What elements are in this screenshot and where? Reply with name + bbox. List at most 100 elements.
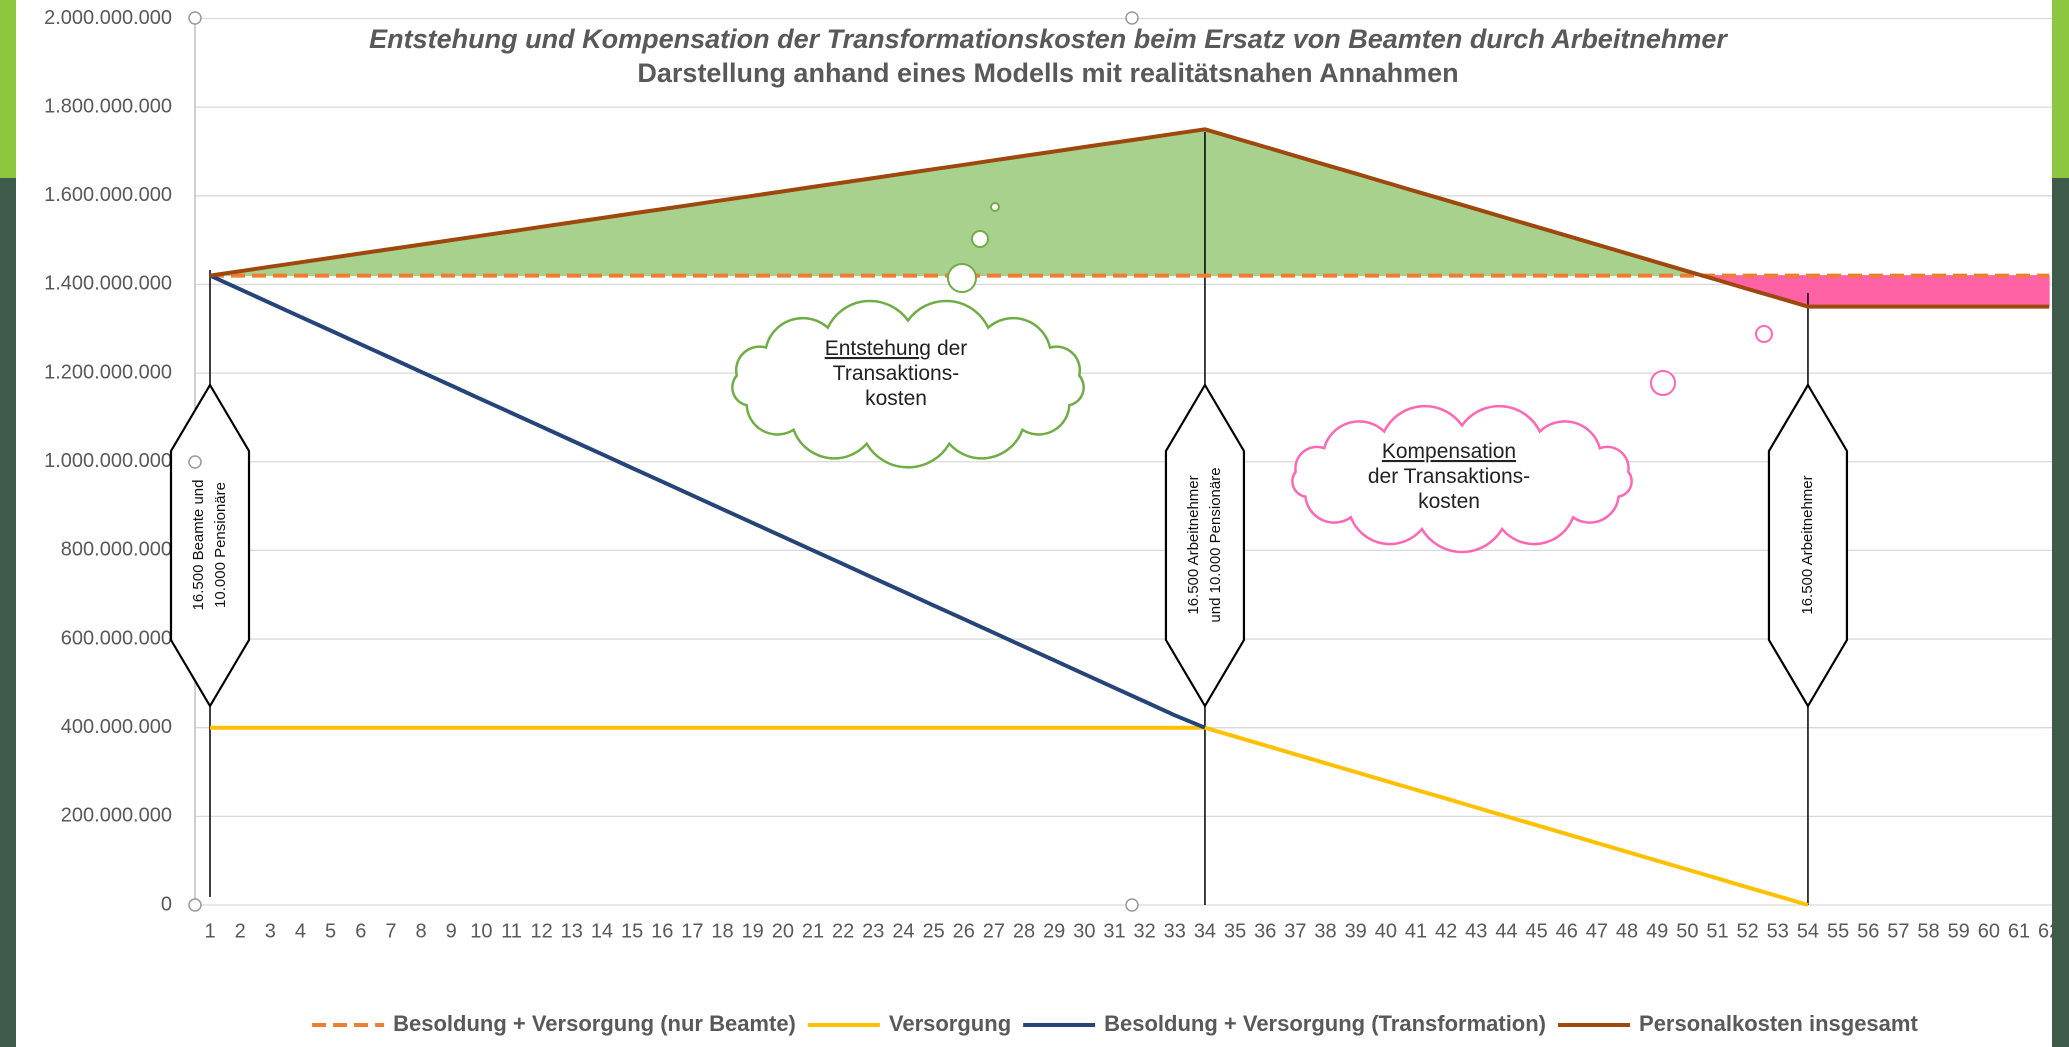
cloud-heading-underlined: Entstehung — [825, 337, 931, 360]
x-tick-label: 58 — [1917, 920, 1939, 942]
difference-area — [1475, 208, 1507, 277]
y-tick-label: 1.400.000.000 — [44, 273, 172, 295]
x-tick-label: 17 — [681, 920, 703, 942]
cloud-line: der Transaktions- — [1368, 465, 1530, 488]
x-tick-label: 30 — [1073, 920, 1095, 942]
x-tick-label: 32 — [1134, 920, 1156, 942]
x-tick-label: 44 — [1495, 920, 1517, 942]
y-tick-label: 1.600.000.000 — [44, 184, 172, 206]
x-tick-label: 40 — [1375, 920, 1397, 942]
cloud-line: kosten — [1418, 490, 1480, 513]
difference-area — [2018, 275, 2050, 308]
x-tick-label: 45 — [1525, 920, 1547, 942]
difference-area — [1294, 155, 1327, 277]
x-tick-label: 7 — [385, 920, 396, 942]
difference-area — [963, 159, 995, 277]
x-tick-label: 50 — [1676, 920, 1698, 942]
series-line — [210, 725, 1809, 907]
difference-area — [1415, 190, 1447, 277]
marker-label: 16.500 Beamte und — [190, 480, 207, 611]
difference-area — [1958, 275, 1990, 308]
cloud-line: kosten — [865, 387, 927, 410]
selection-handle — [188, 898, 202, 912]
x-tick-label: 26 — [953, 920, 975, 942]
marker-hexagon — [1164, 382, 1246, 709]
x-tick-label: 53 — [1767, 920, 1789, 942]
x-tick-label: 56 — [1857, 920, 1879, 942]
difference-area — [1807, 275, 1839, 308]
x-tick-label: 37 — [1284, 920, 1306, 942]
x-tick-label: 8 — [415, 920, 426, 942]
difference-area — [1325, 164, 1357, 277]
x-tick-label: 1 — [204, 920, 215, 942]
y-tick-label: 400.000.000 — [61, 716, 172, 738]
difference-area — [1053, 146, 1085, 277]
difference-area — [933, 164, 965, 277]
x-tick-label: 29 — [1043, 920, 1065, 942]
x-tick-label: 57 — [1887, 920, 1909, 942]
marker-hexagon — [169, 382, 251, 709]
difference-area — [691, 199, 724, 277]
x-tick-label: 19 — [742, 920, 764, 942]
selection-handle — [188, 455, 202, 469]
y-tick-label: 1.000.000.000 — [44, 450, 172, 472]
x-tick-label: 54 — [1797, 920, 1819, 942]
x-tick-label: 41 — [1405, 920, 1427, 942]
x-tick-label: 31 — [1103, 920, 1125, 942]
marker-label: und 10.000 Pensionäre — [1207, 467, 1224, 622]
x-tick-label: 27 — [983, 920, 1005, 942]
difference-area — [1144, 133, 1176, 277]
marker-label: 10.000 Pensionäre — [212, 482, 229, 608]
cloud-heading-underlined: Kompensation — [1382, 440, 1516, 463]
difference-area — [902, 168, 935, 277]
selection-handle — [1125, 898, 1139, 912]
x-tick-label: 48 — [1616, 920, 1638, 942]
difference-area — [812, 181, 844, 277]
cloud-bubble — [971, 230, 989, 248]
difference-area — [1355, 172, 1387, 277]
selection-handle — [188, 11, 202, 25]
series-line — [209, 127, 2050, 309]
x-tick-label: 59 — [1948, 920, 1970, 942]
x-tick-label: 49 — [1646, 920, 1668, 942]
difference-area — [1385, 181, 1417, 277]
series-line — [209, 273, 1206, 730]
difference-area — [631, 208, 663, 277]
difference-area — [782, 186, 814, 277]
marker-label: 16.500 Arbeitnehmer — [1185, 475, 1202, 614]
cloud-bubble — [990, 202, 1000, 212]
legend-label: Versorgung — [889, 1011, 1011, 1036]
x-tick-label: 15 — [621, 920, 643, 942]
difference-area — [541, 221, 573, 277]
difference-area — [601, 212, 633, 277]
x-tick-label: 36 — [1254, 920, 1276, 942]
difference-area — [1867, 275, 1899, 308]
difference-area — [993, 155, 1025, 277]
y-tick-label: 1.800.000.000 — [44, 95, 172, 117]
y-tick-label: 200.000.000 — [61, 805, 172, 827]
cloud-bubble — [1650, 370, 1676, 396]
difference-area — [1174, 128, 1206, 277]
difference-area — [722, 195, 754, 277]
x-tick-label: 6 — [355, 920, 366, 942]
plot: 0 200.000.000 400.000.000 600.000.000 800.00… — [44, 7, 2052, 942]
cloud-line: Transaktions- — [833, 362, 959, 385]
x-tick-label: 3 — [265, 920, 276, 942]
cloud-heading: Entstehung der — [825, 337, 968, 360]
x-tick-label: 21 — [802, 920, 824, 942]
x-tick-label: 43 — [1465, 920, 1487, 942]
legend: Besoldung + Versorgung (nur Beamte) Verso… — [312, 1011, 1918, 1036]
x-tick-label: 16 — [651, 920, 673, 942]
difference-area — [1234, 137, 1266, 277]
x-tick-label: 22 — [832, 920, 854, 942]
x-tick-label: 20 — [772, 920, 794, 942]
y-tick-label: 800.000.000 — [61, 539, 172, 561]
y-tick-label: 600.000.000 — [61, 627, 172, 649]
difference-area — [1114, 137, 1146, 277]
x-tick-label: 12 — [531, 920, 553, 942]
x-tick-label: 35 — [1224, 920, 1246, 942]
x-tick-label: 11 — [501, 920, 522, 942]
difference-area — [872, 173, 904, 277]
